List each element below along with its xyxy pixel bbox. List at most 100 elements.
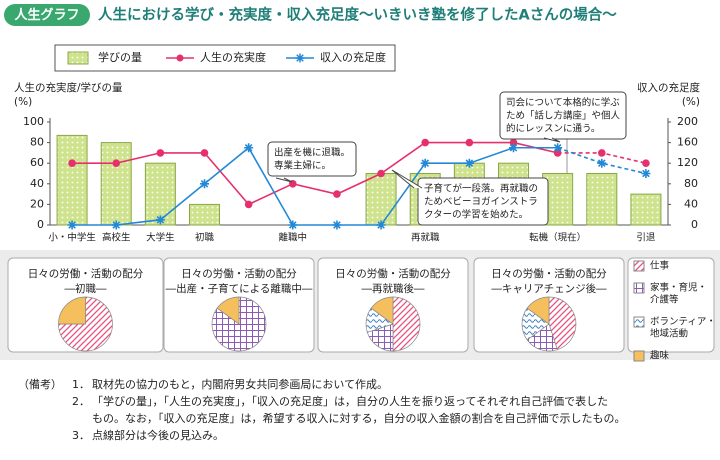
callout-pointer: [275, 177, 293, 183]
pie-legend-swatch: [633, 282, 645, 294]
marker: [642, 159, 650, 167]
marker: [200, 149, 209, 157]
pie-title: 日々の労働・活動の配分: [491, 267, 607, 280]
legend-swatch: [67, 51, 89, 65]
y-tick-label: 100: [23, 115, 44, 128]
x-tick-label: 離職中: [279, 232, 308, 244]
pie-legend-swatch: [633, 316, 645, 328]
marker: [597, 158, 607, 168]
bar: [144, 162, 176, 226]
note-text: もの。なお，「収入の充足度」は，希望する収入に対する，自分の収入金額の割合を自己…: [92, 411, 626, 425]
pie-legend-swatch: [633, 350, 645, 362]
marker: [553, 149, 562, 157]
callout-text: 出産を機に退職。: [274, 147, 350, 159]
series-line: [72, 141, 558, 206]
bar: [365, 173, 397, 226]
callout-text: 専業主婦に。: [274, 160, 331, 172]
legend-box: [54, 44, 396, 72]
x-tick-label: 再就職: [411, 232, 440, 244]
legend-marker: [176, 54, 184, 62]
marker: [111, 220, 121, 230]
pie-legend-label: 介護等: [650, 294, 679, 306]
legend-label: 収入の充足度: [320, 50, 386, 64]
y2-axis-label: 収入の充足度: [637, 81, 700, 94]
marker: [244, 143, 254, 153]
legend-marker: [295, 53, 305, 63]
x-tick-label: 大学生: [146, 232, 175, 244]
pie-legend-label: 家事・育児・: [650, 282, 707, 294]
callout-pointer: [391, 169, 423, 189]
badge: 人生グラフ: [14, 7, 79, 23]
marker: [244, 200, 253, 209]
pie-subtitle: ―出産・子育てによる離職中―: [166, 282, 313, 295]
legend-label: 人生の充実度: [200, 50, 266, 64]
note-number: 1．: [72, 378, 90, 391]
pie-slice: [392, 296, 421, 352]
y-tick-label: 0: [37, 218, 44, 231]
x-tick-label: 高校生: [102, 232, 131, 244]
marker: [421, 138, 430, 147]
note-text: 「学びの量」，「人生の充実度」，「収入の充足度」は，自分の人生を振り返ってそれぞ…: [92, 394, 608, 408]
y-tick-label: 20: [30, 197, 44, 210]
callout-box: [417, 177, 549, 226]
marker: [553, 143, 563, 153]
marker: [67, 220, 77, 230]
pie-title: 日々の労働・活動の配分: [335, 267, 451, 280]
marker: [332, 220, 342, 230]
x-tick-label: 小・中学生: [48, 232, 96, 244]
y2-tick-label: 40: [684, 197, 698, 210]
y2-tick-label: 80: [684, 177, 698, 190]
marker: [464, 158, 474, 168]
page-title: 人生における学び・充実度・収入充足度〜いきいき塾を修了したAさんの場合〜: [98, 6, 617, 24]
series-line: [72, 146, 558, 226]
marker: [112, 159, 121, 167]
note-number: 2．: [72, 395, 90, 408]
pie-subtitle: ―再就職後―: [362, 282, 425, 295]
pie-subtitle: ―キャリアチェンジ後―: [491, 282, 607, 295]
marker: [377, 169, 385, 178]
y-tick-label: 60: [30, 156, 44, 169]
callout-box: [499, 91, 627, 140]
pie-title: 日々の労働・活動の配分: [181, 267, 297, 280]
y2-axis-label: (%): [682, 96, 700, 108]
y2-tick-label: 200: [677, 115, 698, 128]
y2-tick-label: 0: [691, 218, 698, 231]
callout-text: ため「話し方講座」や個人: [506, 110, 621, 122]
pie-legend-swatch: [633, 260, 645, 272]
marker: [509, 143, 518, 153]
marker: [465, 138, 474, 147]
pie-slice: [216, 296, 240, 325]
bar: [630, 193, 662, 226]
y2-tick-label: 120: [677, 156, 698, 169]
y-axis-label: (%): [14, 96, 32, 108]
marker: [376, 220, 386, 230]
bar: [56, 134, 88, 226]
callout-pointer: [543, 137, 561, 143]
marker: [641, 169, 651, 178]
marker: [288, 220, 298, 230]
callout-text: 司会について本格的に学ぶ: [506, 97, 620, 109]
marker: [155, 215, 165, 225]
pie-legend-label: ボランティア・: [650, 317, 716, 328]
pie-title: 日々の労働・活動の配分: [28, 267, 144, 280]
bar: [100, 142, 132, 226]
pie-slice: [526, 296, 550, 325]
callout-text: 的にレッスンに通う。: [506, 123, 600, 135]
y-tick-label: 80: [30, 136, 44, 149]
pie-legend-label: 仕事: [650, 260, 670, 272]
x-tick-label: 転機（現在）: [529, 232, 586, 244]
pie-subtitle: ―初職―: [65, 282, 107, 295]
marker: [156, 149, 165, 157]
pie-legend-label: 地域活動: [650, 328, 688, 340]
notes-label: （備考）: [18, 378, 62, 391]
badge-bg: [4, 4, 90, 26]
marker: [333, 190, 341, 198]
marker: [200, 179, 209, 189]
y-axis-label: 人生の充実度/学びの量: [14, 81, 123, 94]
y-tick-label: 40: [30, 177, 44, 190]
projection-line: [557, 146, 647, 175]
x-tick-label: 初職: [195, 232, 215, 244]
marker: [68, 159, 76, 167]
x-tick-label: 引退: [636, 233, 656, 244]
